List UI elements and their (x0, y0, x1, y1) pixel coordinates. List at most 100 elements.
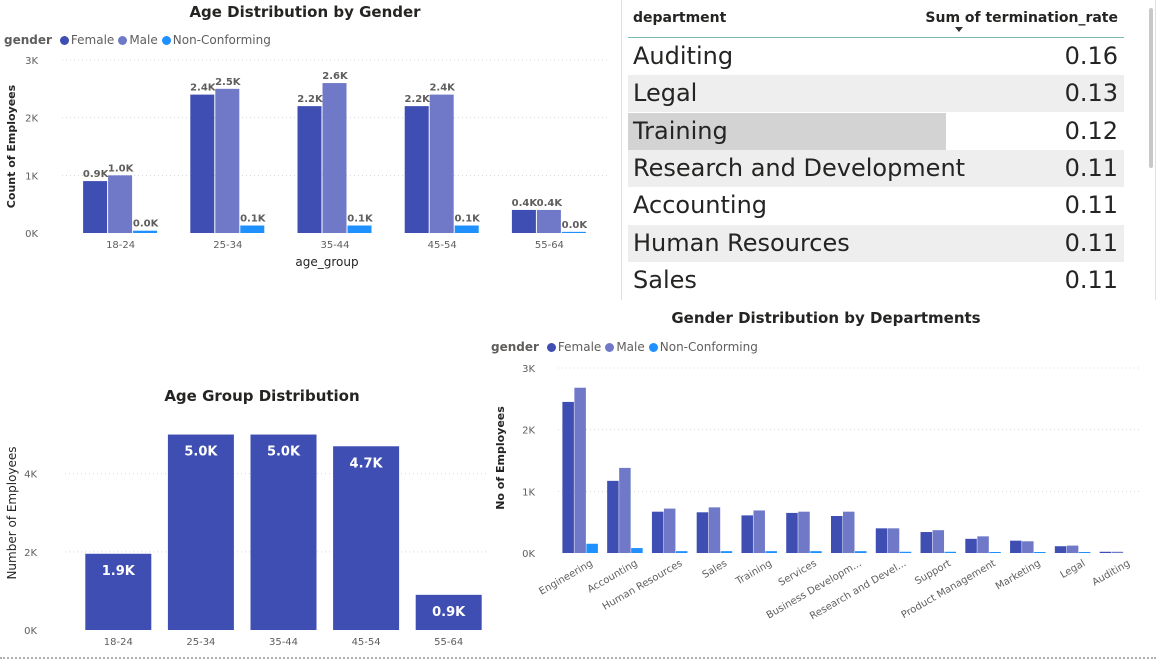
bar-female (607, 480, 619, 553)
bar (250, 434, 317, 630)
table-row[interactable]: Legal 0.13 (628, 75, 1124, 113)
column-header-department[interactable]: department (633, 10, 727, 26)
bar-male (887, 528, 900, 553)
table-row[interactable]: Sales 0.11 (628, 262, 1124, 299)
bar-nonconforming (240, 225, 265, 233)
data-label: 5.0K (184, 445, 218, 460)
bar-nonconforming (561, 231, 586, 233)
y-tick-label: 1K (522, 487, 535, 498)
age-gender-chart-title: Age Distribution by Gender (189, 3, 421, 21)
bar-nonconforming (631, 548, 643, 553)
age-group-chart[interactable]: 0K 2K 4K Number of Employees 1.9K 18-24 5.0K 25… (0, 405, 490, 655)
bar (85, 553, 152, 630)
table-row[interactable]: Auditing 0.16 (628, 38, 1124, 75)
legend-male[interactable]: Male (129, 33, 158, 47)
x-tick-label: Legal (1059, 558, 1088, 581)
data-label: 2.6K (322, 71, 349, 82)
y-tick-label: 3K (522, 364, 535, 375)
bar-female (741, 515, 753, 553)
table-header: department Sum of termination_rate (628, 0, 1124, 38)
bar-male (1066, 545, 1079, 553)
nonconforming-legend-dot (648, 342, 658, 352)
table-row[interactable]: Accounting 0.11 (628, 187, 1124, 224)
bar-male (1111, 551, 1124, 553)
x-tick-label: 55-64 (434, 637, 463, 648)
bar-female (696, 512, 709, 553)
bar-male (536, 209, 561, 233)
x-tick-label: 18-24 (104, 637, 133, 648)
data-label: 1.0K (108, 163, 135, 174)
bar-male (798, 511, 810, 553)
y-axis-label: Number of Employees (5, 446, 19, 579)
legend-title: gender (4, 33, 52, 47)
dept-gender-legend: gender Female Male Non-Conforming (491, 340, 758, 354)
bar-female (651, 511, 664, 553)
sort-desc-icon[interactable] (955, 27, 963, 32)
bar-female (1054, 546, 1067, 553)
y-tick-label: 0K (522, 549, 535, 560)
x-tick-label: Engineering (537, 558, 594, 598)
bar-female (1099, 551, 1112, 553)
cell-department: Research and Development (633, 153, 966, 182)
bar-nonconforming (765, 551, 777, 553)
bar-female (920, 532, 933, 553)
bar (415, 594, 482, 630)
age-gender-chart[interactable]: 0K 1K 2K 3K Count of Employees age_group 18-24… (0, 50, 615, 275)
bar-female (831, 516, 843, 553)
table-row[interactable]: Research and Development 0.11 (628, 149, 1124, 187)
data-label: 0.4K (512, 198, 539, 209)
x-tick-label: 25-34 (186, 637, 215, 648)
age-group-chart-title: Age Group Distribution (164, 387, 360, 405)
bar-male (977, 536, 989, 553)
bar-female (562, 401, 574, 553)
bar-female (875, 528, 888, 553)
data-label: 2.4K (190, 83, 217, 94)
x-tick-label: 55-64 (535, 240, 564, 251)
bar (333, 446, 400, 630)
legend-male[interactable]: Male (616, 340, 645, 354)
cell-termination-rate: 0.11 (1064, 265, 1118, 294)
cell-department: Human Resources (633, 228, 850, 257)
x-tick-label: 18-24 (106, 240, 135, 251)
legend-nonconforming[interactable]: Non-Conforming (172, 33, 271, 47)
data-label: 0.4K (537, 198, 564, 209)
x-tick-label: Marketing (994, 558, 1043, 592)
bar-nonconforming (133, 230, 158, 233)
termination-rate-table[interactable]: department Sum of termination_rate Audit… (621, 0, 1156, 300)
bar-nonconforming (347, 225, 372, 233)
legend-nonconforming[interactable]: Non-Conforming (659, 340, 758, 354)
x-tick-label: Human Resources (601, 558, 685, 613)
row-highlight (628, 112, 946, 150)
bar-female (965, 538, 977, 553)
female-legend-dot (546, 342, 556, 352)
cell-department: Accounting (633, 191, 768, 220)
bar-male (574, 387, 586, 553)
bar-male (1022, 541, 1034, 553)
bar-male (843, 511, 855, 553)
cell-termination-rate: 0.13 (1064, 79, 1118, 108)
bar-nonconforming (454, 225, 479, 233)
data-label: 2.2K (404, 94, 431, 105)
male-legend-dot (605, 342, 615, 352)
data-label: 0.1K (454, 214, 481, 225)
table-scrollbar[interactable] (1149, 8, 1153, 168)
female-legend-dot (59, 35, 69, 45)
y-tick-label: 2K (25, 114, 38, 125)
bar-male (215, 88, 240, 233)
bar-male (708, 507, 721, 553)
table-row[interactable]: Training 0.12 (628, 112, 1124, 150)
bar-female (511, 209, 536, 233)
data-label: 0.1K (240, 214, 267, 225)
y-tick-label: 0K (24, 626, 37, 637)
data-label: 0.0K (562, 220, 589, 231)
x-tick-label: 45-54 (352, 637, 381, 648)
cell-department: Auditing (633, 42, 734, 70)
legend-female[interactable]: Female (557, 340, 602, 354)
column-header-termination-rate[interactable]: Sum of termination_rate (925, 10, 1118, 26)
legend-female[interactable]: Female (70, 33, 115, 47)
bar (167, 434, 234, 630)
data-label: 0.9K (83, 169, 110, 180)
table-row[interactable]: Human Resources 0.11 (628, 224, 1124, 262)
bar-male (108, 175, 133, 233)
